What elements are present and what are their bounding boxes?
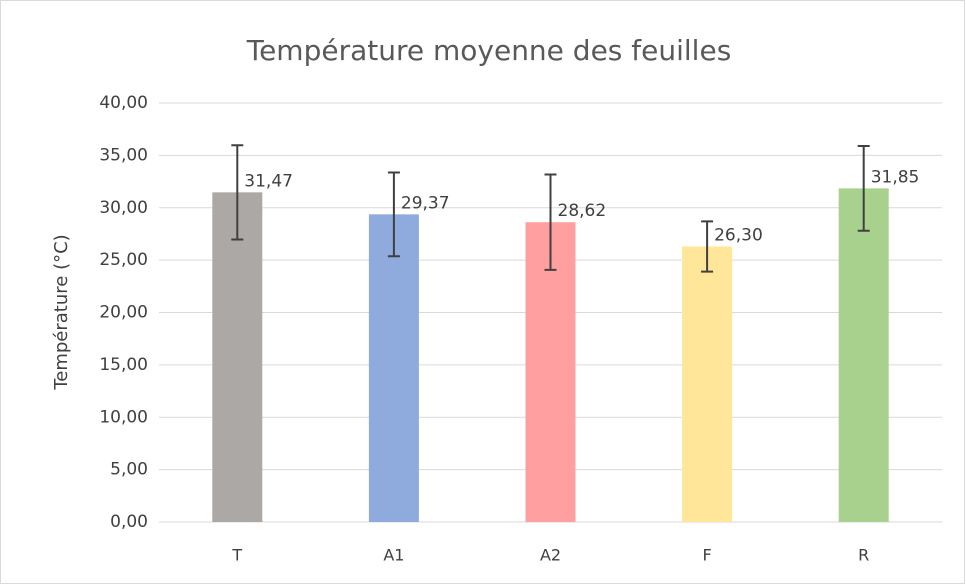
error-bar xyxy=(701,220,714,273)
data-label: 31,85 xyxy=(871,167,920,187)
x-tick-label: A1 xyxy=(383,546,404,565)
y-tick-label: 35,00 xyxy=(99,145,148,165)
y-tick-label: 5,00 xyxy=(110,460,148,480)
x-tick-label: R xyxy=(858,546,869,565)
data-label: 26,30 xyxy=(714,226,763,246)
error-bar xyxy=(857,144,870,232)
x-tick-label: F xyxy=(702,546,711,565)
bar xyxy=(368,214,419,522)
y-tick-label: 10,00 xyxy=(99,407,148,427)
x-tick-label: A2 xyxy=(540,546,561,565)
y-tick-label: 20,00 xyxy=(99,303,148,323)
y-tick-label: 40,00 xyxy=(99,93,148,113)
data-label: 31,47 xyxy=(244,171,293,191)
y-tick-label: 30,00 xyxy=(99,198,148,218)
bar xyxy=(682,246,733,522)
bar xyxy=(525,222,576,522)
bar xyxy=(838,188,889,522)
y-tick-label: 0,00 xyxy=(110,512,148,532)
y-tick-label: 25,00 xyxy=(99,250,148,270)
error-bar xyxy=(231,144,244,241)
data-label: 28,62 xyxy=(558,201,607,221)
chart-title: Température moyenne des feuilles xyxy=(246,34,732,67)
bar xyxy=(212,192,263,522)
data-label: 29,37 xyxy=(401,193,450,213)
error-bar xyxy=(387,171,400,258)
error-bar xyxy=(544,173,557,271)
x-tick-label: T xyxy=(231,546,242,565)
y-axis-label: Température (°C) xyxy=(51,234,72,390)
y-tick-label: 15,00 xyxy=(99,355,148,375)
